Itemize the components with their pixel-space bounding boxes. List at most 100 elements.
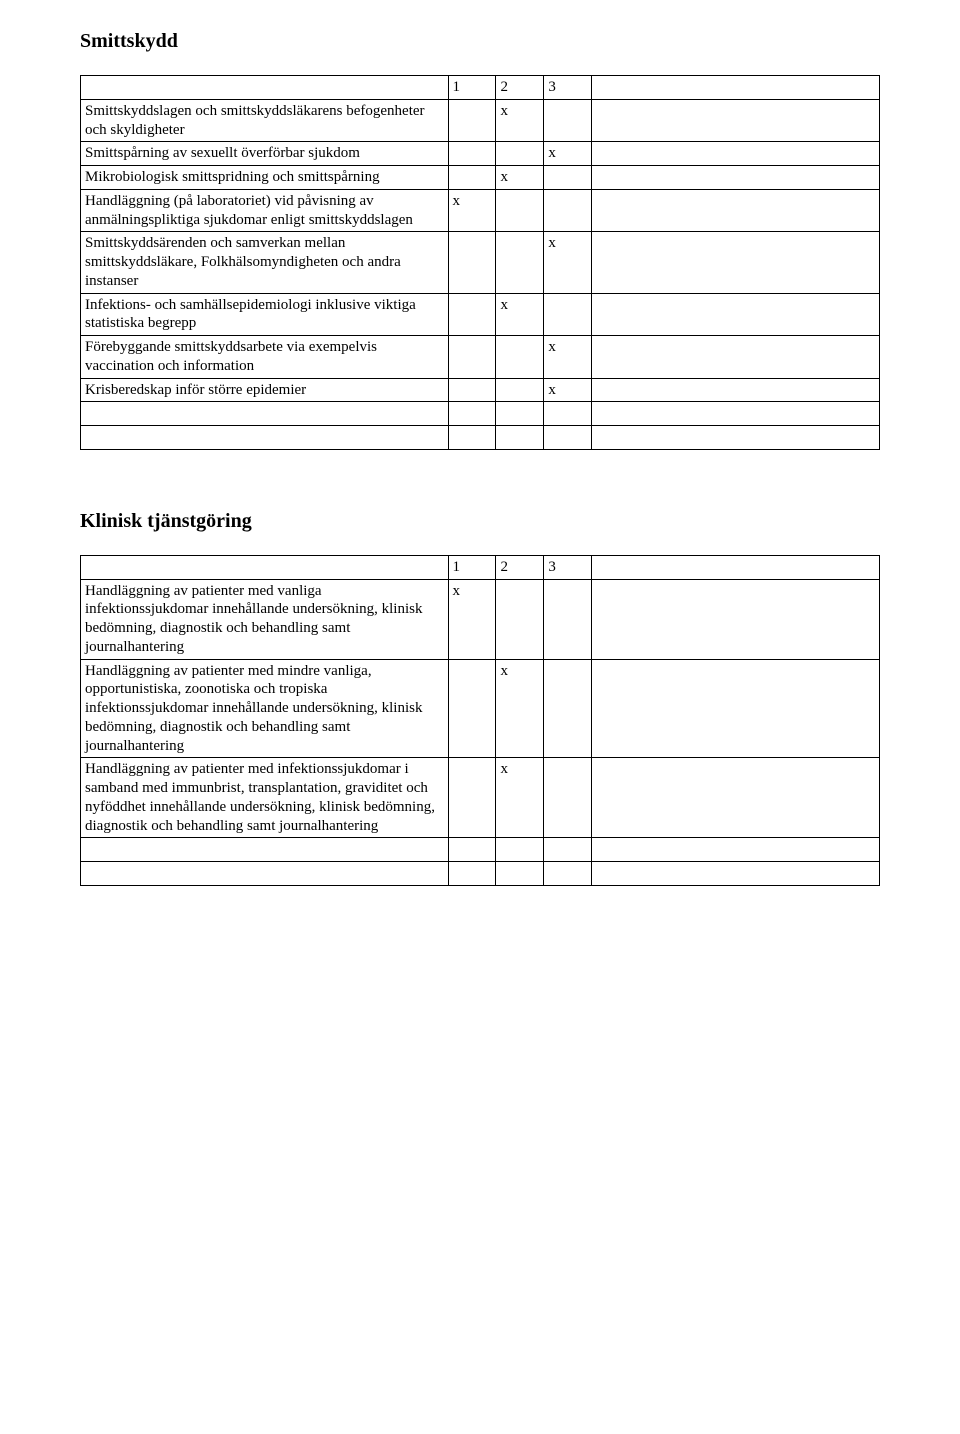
table-row xyxy=(81,862,880,886)
mark-cell xyxy=(496,378,544,402)
mark-cell: x xyxy=(544,142,592,166)
mark-cell xyxy=(544,293,592,336)
mark-cell: x xyxy=(448,579,496,659)
spacer xyxy=(80,450,880,510)
mark-cell xyxy=(448,838,496,862)
desc-cell xyxy=(81,862,449,886)
mark-cell: x xyxy=(544,336,592,379)
table-row: Smittspårning av sexuellt överförbar sju… xyxy=(81,142,880,166)
cell xyxy=(81,555,449,579)
mark-cell xyxy=(496,142,544,166)
mark-cell xyxy=(496,402,544,426)
desc-cell xyxy=(81,402,449,426)
table-row: Krisberedskap inför större epidemier x xyxy=(81,378,880,402)
table-row xyxy=(81,402,880,426)
header-c3: 3 xyxy=(544,555,592,579)
desc-cell: Smittspårning av sexuellt överförbar sju… xyxy=(81,142,449,166)
mark-cell xyxy=(448,232,496,293)
mark-cell xyxy=(496,838,544,862)
mark-cell xyxy=(448,142,496,166)
mark-cell: x xyxy=(496,166,544,190)
mark-cell xyxy=(448,293,496,336)
header-c2: 2 xyxy=(496,76,544,100)
mark-cell xyxy=(448,758,496,838)
desc-cell: Infektions- och samhällsepidemiologi ink… xyxy=(81,293,449,336)
mark-cell xyxy=(448,426,496,450)
section1-table: 1 2 3 Smittskyddslagen och smittskyddslä… xyxy=(80,75,880,450)
desc-cell xyxy=(81,838,449,862)
table-row: Mikrobiologisk smittspridning och smitts… xyxy=(81,166,880,190)
table-row xyxy=(81,426,880,450)
table-row: Handläggning (på laboratoriet) vid påvis… xyxy=(81,189,880,232)
mark-cell xyxy=(544,862,592,886)
desc-cell xyxy=(81,426,449,450)
cell xyxy=(592,378,880,402)
desc-cell: Mikrobiologisk smittspridning och smitts… xyxy=(81,166,449,190)
cell xyxy=(81,76,449,100)
cell xyxy=(592,862,880,886)
table-row: Handläggning av patienter med infektions… xyxy=(81,758,880,838)
table-row: Smittskyddslagen och smittskyddsläkarens… xyxy=(81,99,880,142)
header-c1: 1 xyxy=(448,76,496,100)
mark-cell xyxy=(544,579,592,659)
mark-cell xyxy=(544,659,592,758)
mark-cell xyxy=(544,189,592,232)
mark-cell xyxy=(496,426,544,450)
cell xyxy=(592,579,880,659)
table-row: Förebyggande smittskyddsarbete via exemp… xyxy=(81,336,880,379)
header-c1: 1 xyxy=(448,555,496,579)
cell xyxy=(592,555,880,579)
table-row xyxy=(81,838,880,862)
mark-cell xyxy=(544,99,592,142)
mark-cell xyxy=(448,862,496,886)
table-row: 1 2 3 xyxy=(81,76,880,100)
cell xyxy=(592,166,880,190)
mark-cell: x xyxy=(544,378,592,402)
mark-cell xyxy=(448,659,496,758)
page: Smittskydd 1 2 3 Smittskyddslagen och sm… xyxy=(0,0,960,946)
mark-cell xyxy=(544,838,592,862)
cell xyxy=(592,402,880,426)
mark-cell xyxy=(448,336,496,379)
desc-cell: Smittskyddsärenden och samverkan mellan … xyxy=(81,232,449,293)
mark-cell xyxy=(448,402,496,426)
cell xyxy=(592,426,880,450)
desc-cell: Förebyggande smittskyddsarbete via exemp… xyxy=(81,336,449,379)
cell xyxy=(592,659,880,758)
desc-cell: Handläggning (på laboratoriet) vid påvis… xyxy=(81,189,449,232)
desc-cell: Handläggning av patienter med infektions… xyxy=(81,758,449,838)
cell xyxy=(592,758,880,838)
cell xyxy=(592,142,880,166)
mark-cell: x xyxy=(496,659,544,758)
header-c2: 2 xyxy=(496,555,544,579)
mark-cell xyxy=(544,402,592,426)
mark-cell xyxy=(544,166,592,190)
cell xyxy=(592,232,880,293)
cell xyxy=(592,76,880,100)
header-c3: 3 xyxy=(544,76,592,100)
mark-cell xyxy=(496,189,544,232)
cell xyxy=(592,838,880,862)
desc-cell: Krisberedskap inför större epidemier xyxy=(81,378,449,402)
mark-cell xyxy=(448,99,496,142)
table-row: Infektions- och samhällsepidemiologi ink… xyxy=(81,293,880,336)
mark-cell xyxy=(496,862,544,886)
desc-cell: Handläggning av patienter med vanliga in… xyxy=(81,579,449,659)
mark-cell xyxy=(496,232,544,293)
section1-title: Smittskydd xyxy=(80,30,880,53)
table-row: Handläggning av patienter med mindre van… xyxy=(81,659,880,758)
mark-cell: x xyxy=(496,758,544,838)
mark-cell xyxy=(496,579,544,659)
mark-cell: x xyxy=(544,232,592,293)
section2-title: Klinisk tjänstgöring xyxy=(80,510,880,533)
desc-cell: Handläggning av patienter med mindre van… xyxy=(81,659,449,758)
mark-cell xyxy=(448,166,496,190)
cell xyxy=(592,293,880,336)
table-row: Handläggning av patienter med vanliga in… xyxy=(81,579,880,659)
mark-cell xyxy=(544,758,592,838)
mark-cell xyxy=(448,378,496,402)
mark-cell: x xyxy=(496,293,544,336)
cell xyxy=(592,99,880,142)
section2-table: 1 2 3 Handläggning av patienter med vanl… xyxy=(80,555,880,886)
mark-cell xyxy=(544,426,592,450)
